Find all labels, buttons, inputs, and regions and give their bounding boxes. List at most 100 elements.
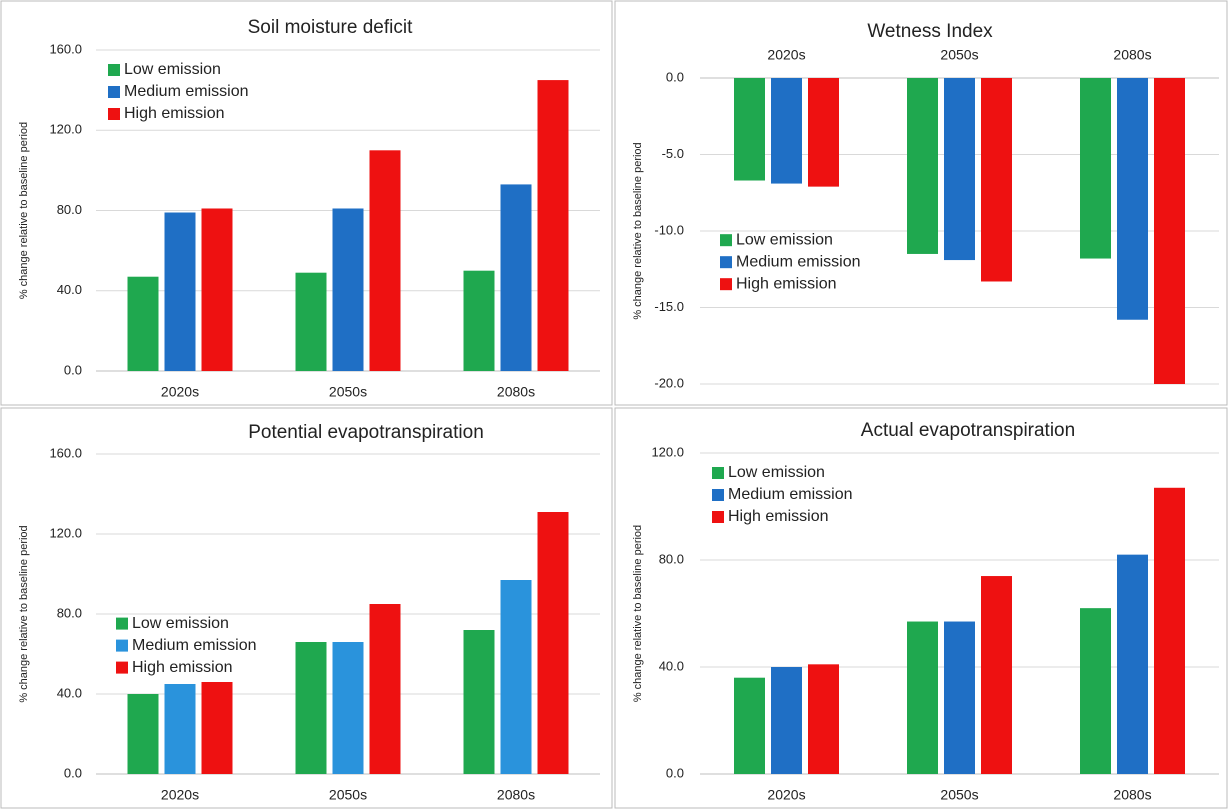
panel-frame xyxy=(0,0,613,406)
bar xyxy=(295,272,327,371)
panel-frame xyxy=(614,407,1228,809)
legend-swatch xyxy=(116,617,128,630)
bar xyxy=(981,78,1012,282)
bar xyxy=(537,512,569,774)
x-tick-label: 2020s xyxy=(767,787,805,803)
y-axis-label: % change relative to baseline period xyxy=(632,142,644,319)
legend-swatch xyxy=(720,278,732,291)
bar xyxy=(369,604,401,774)
legend-swatch xyxy=(720,256,732,269)
legend-label: Low emission xyxy=(124,61,221,78)
y-tick-label: 80.0 xyxy=(57,605,82,620)
y-tick-label: -5.0 xyxy=(662,146,684,161)
bar xyxy=(907,621,938,774)
x-tick-label: 2020s xyxy=(161,384,199,400)
chart-title: Soil moisture deficit xyxy=(248,17,413,38)
legend-label: High emission xyxy=(132,659,232,676)
y-tick-label: 40.0 xyxy=(57,282,82,297)
y-axis-label: % change relative to baseline period xyxy=(632,525,644,702)
x-tick-label: 2050s xyxy=(940,47,978,63)
bar xyxy=(201,682,233,774)
bar xyxy=(1117,78,1148,320)
bar xyxy=(369,150,401,371)
y-axis-label: % change relative to baseline period xyxy=(18,122,30,299)
x-tick-label: 2050s xyxy=(329,384,367,400)
legend-swatch xyxy=(108,86,120,98)
bar xyxy=(734,78,765,181)
y-tick-label: 160.0 xyxy=(49,445,82,460)
bar xyxy=(808,78,839,187)
x-tick-label: 2080s xyxy=(1113,787,1151,803)
legend-label: Low emission xyxy=(728,464,825,481)
y-tick-label: 120.0 xyxy=(651,444,684,459)
x-tick-label: 2080s xyxy=(497,787,535,803)
legend-label: Low emission xyxy=(736,231,833,248)
bar xyxy=(295,642,327,774)
legend-label: High emission xyxy=(728,508,828,525)
bar xyxy=(734,677,765,774)
bar xyxy=(463,630,495,774)
legend-label: Medium emission xyxy=(736,253,860,270)
y-tick-label: -10.0 xyxy=(654,222,684,237)
x-tick-label: 2050s xyxy=(329,787,367,803)
y-tick-label: 120.0 xyxy=(49,525,82,540)
bar xyxy=(944,621,975,774)
bar xyxy=(1080,78,1111,259)
panel-frame xyxy=(0,407,613,809)
bar xyxy=(808,664,839,774)
y-tick-label: 0.0 xyxy=(64,765,82,780)
y-axis-label: % change relative to baseline period xyxy=(18,525,30,702)
bar xyxy=(164,684,196,774)
legend-label: Medium emission xyxy=(132,637,256,654)
legend-swatch xyxy=(116,639,128,652)
bar xyxy=(771,78,802,184)
y-tick-label: -20.0 xyxy=(654,375,684,390)
legend-swatch xyxy=(116,661,128,674)
bar xyxy=(500,580,532,774)
y-tick-label: 40.0 xyxy=(659,658,684,673)
chart-title: Actual evapotranspiration xyxy=(861,420,1075,441)
bar xyxy=(500,184,532,371)
bar xyxy=(1154,487,1185,774)
legend-label: Medium emission xyxy=(124,83,248,100)
x-tick-label: 2080s xyxy=(497,384,535,400)
bar xyxy=(201,208,233,371)
bar xyxy=(1154,78,1185,384)
legend-swatch xyxy=(712,467,724,479)
legend-swatch xyxy=(712,489,724,501)
bar xyxy=(332,208,364,371)
y-tick-label: 160.0 xyxy=(49,41,82,56)
bar xyxy=(537,80,569,371)
bar xyxy=(164,212,196,371)
legend-swatch xyxy=(108,108,120,120)
x-tick-label: 2020s xyxy=(161,787,199,803)
bar xyxy=(1117,554,1148,774)
y-tick-label: 0.0 xyxy=(666,69,684,84)
legend-label: Low emission xyxy=(132,615,229,632)
bar xyxy=(771,667,802,774)
legend-swatch xyxy=(720,234,732,247)
bar xyxy=(463,270,495,371)
bar xyxy=(332,642,364,774)
bar xyxy=(981,576,1012,774)
bar xyxy=(127,276,159,371)
y-tick-label: 120.0 xyxy=(49,122,82,137)
legend-swatch xyxy=(712,511,724,523)
legend-label: High emission xyxy=(124,105,224,122)
bar xyxy=(907,78,938,254)
y-tick-label: 80.0 xyxy=(57,202,82,217)
y-tick-label: 40.0 xyxy=(57,685,82,700)
legend-label: Medium emission xyxy=(728,486,852,503)
x-tick-label: 2020s xyxy=(767,47,805,63)
x-tick-label: 2050s xyxy=(940,787,978,803)
panel-frame xyxy=(614,0,1228,406)
bar xyxy=(127,694,159,774)
x-tick-label: 2080s xyxy=(1113,47,1151,63)
legend-label: High emission xyxy=(736,275,836,292)
chart-title: Potential evapotranspiration xyxy=(248,422,484,443)
y-tick-label: -15.0 xyxy=(654,299,684,314)
bar xyxy=(944,78,975,261)
y-tick-label: 80.0 xyxy=(659,551,684,566)
